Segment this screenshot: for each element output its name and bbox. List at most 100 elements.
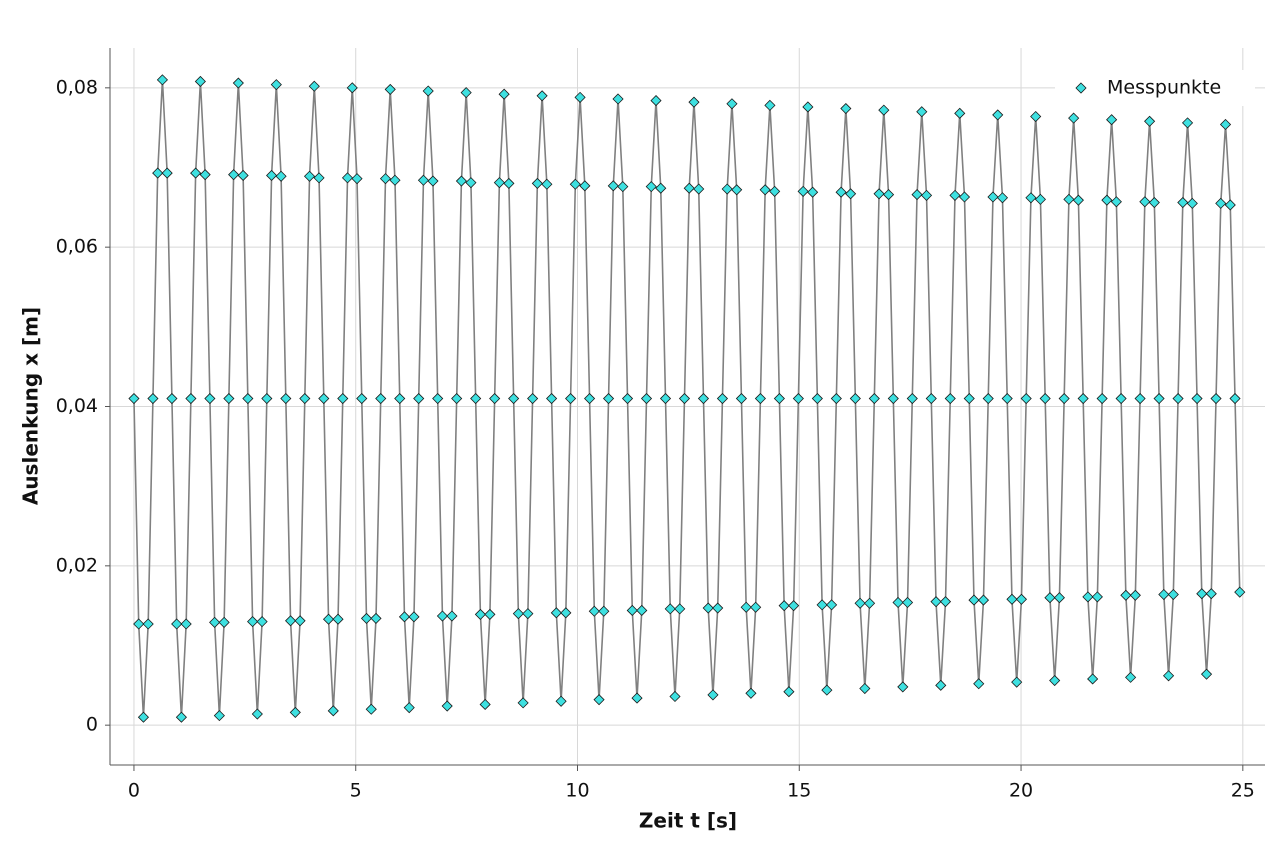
data-point	[897, 681, 909, 693]
data-point	[845, 188, 857, 200]
data-point	[460, 87, 472, 99]
data-point	[640, 392, 653, 405]
data-point	[337, 392, 349, 405]
data-point	[1158, 588, 1170, 601]
data-point	[939, 596, 952, 608]
x-tick-label: 5	[350, 780, 362, 802]
data-point	[156, 74, 168, 86]
data-point	[1025, 192, 1037, 204]
data-point	[161, 167, 173, 179]
data-point	[664, 603, 676, 615]
data-point	[1153, 392, 1165, 405]
data-point	[807, 186, 819, 198]
data-point	[944, 392, 956, 405]
data-point	[550, 607, 562, 619]
data-point	[247, 616, 259, 628]
data-point	[693, 183, 705, 195]
data-point	[389, 174, 401, 186]
data-point	[1125, 671, 1137, 683]
data-point	[987, 191, 999, 203]
data-point	[1044, 592, 1056, 604]
data-point	[294, 615, 306, 627]
data-point	[930, 596, 942, 608]
data-point	[175, 711, 187, 723]
x-tick-label: 15	[787, 780, 811, 802]
data-point	[1087, 673, 1099, 685]
data-point	[322, 613, 335, 625]
data-point	[788, 600, 800, 612]
data-point	[1006, 593, 1018, 605]
data-point	[650, 95, 662, 107]
data-point	[1219, 118, 1232, 131]
data-point	[332, 613, 344, 625]
data-point	[142, 618, 154, 630]
data-point	[1091, 591, 1103, 603]
data-point	[621, 392, 634, 405]
data-point	[583, 392, 596, 405]
data-point	[213, 710, 225, 722]
y-tick-label: 0,04	[56, 395, 98, 417]
data-point	[859, 682, 871, 695]
data-point	[133, 618, 145, 630]
legend-box	[1055, 70, 1255, 106]
data-point	[574, 91, 586, 103]
x-tick-label: 20	[1009, 780, 1033, 802]
data-point	[413, 392, 425, 405]
data-point	[740, 601, 752, 613]
data-point	[617, 181, 629, 193]
data-point	[830, 392, 842, 405]
data-point	[1129, 589, 1141, 601]
data-point	[536, 90, 548, 102]
data-point	[973, 678, 985, 690]
data-point	[697, 392, 710, 405]
data-point	[280, 392, 292, 405]
y-tick-label: 0,08	[56, 76, 98, 98]
data-point	[1049, 674, 1061, 687]
data-point	[1096, 392, 1108, 405]
data-point	[669, 690, 681, 703]
data-point	[949, 189, 961, 201]
data-point	[199, 169, 211, 181]
data-point	[489, 392, 501, 405]
data-point	[593, 694, 605, 706]
data-point	[394, 392, 406, 405]
data-point	[1205, 588, 1217, 600]
data-point	[607, 180, 619, 192]
data-point	[645, 181, 657, 193]
data-point	[569, 178, 581, 190]
data-point	[251, 708, 263, 720]
data-point	[659, 392, 672, 405]
data-point	[346, 82, 358, 94]
data-point	[792, 392, 804, 405]
data-point	[1020, 392, 1032, 405]
data-point	[228, 169, 240, 181]
data-point	[318, 392, 330, 405]
data-point	[1082, 591, 1094, 603]
data-point	[185, 392, 197, 405]
data-point	[498, 88, 510, 100]
data-point	[479, 698, 491, 711]
data-point	[436, 610, 449, 622]
data-point	[935, 679, 947, 691]
data-point	[303, 170, 316, 182]
data-point	[1110, 196, 1122, 208]
data-point	[242, 392, 254, 405]
data-point	[754, 392, 766, 405]
data-point	[1144, 115, 1156, 127]
data-point	[1134, 392, 1146, 405]
data-point	[427, 175, 439, 187]
data-point	[1072, 194, 1084, 206]
y-tick-label: 0	[86, 714, 98, 736]
data-point	[1191, 392, 1203, 405]
data-point	[152, 167, 164, 179]
data-point	[683, 182, 695, 194]
data-point	[261, 392, 273, 405]
data-point	[778, 600, 790, 612]
data-point	[379, 173, 392, 185]
data-point	[493, 177, 505, 189]
data-point	[598, 605, 610, 617]
y-axis-label: Auslenkung x [m]	[19, 307, 43, 505]
data-point	[1011, 676, 1023, 688]
data-point	[977, 594, 990, 606]
data-point	[1234, 586, 1246, 598]
